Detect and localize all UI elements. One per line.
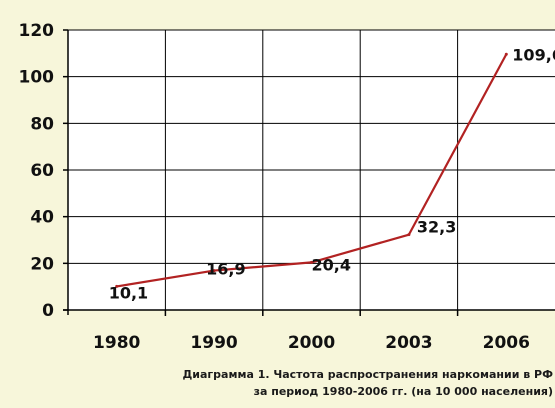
data-label: 16,9	[206, 260, 245, 279]
y-tick-label: 100	[19, 68, 55, 88]
series-layer	[115, 52, 508, 288]
data-point	[310, 260, 313, 264]
data-label: 10,1	[109, 283, 148, 302]
y-axis-ticks: 0 20 40 60 80 100 120	[19, 21, 55, 321]
y-tick-label: 40	[30, 208, 54, 228]
chart-caption-line-1: Диаграмма 1. Частота распространения нар…	[182, 368, 553, 381]
x-tick-label: 2003	[385, 333, 432, 353]
axes	[63, 29, 555, 316]
y-tick-label: 20	[30, 254, 54, 274]
x-tick-label: 2000	[288, 333, 335, 353]
data-point	[115, 284, 119, 288]
y-tick-label: 60	[30, 161, 54, 181]
grid-lines	[68, 29, 555, 310]
data-point	[407, 233, 411, 237]
y-tick-label: 120	[19, 21, 55, 41]
data-label: 109,6	[512, 45, 555, 64]
data-point	[504, 52, 508, 56]
data-labels: 10,1 16,9 20,4 32,3 109,6	[109, 45, 555, 302]
x-axis-ticks: 1980 1990 2000 2003 2006	[93, 333, 530, 353]
data-label: 32,3	[417, 218, 456, 237]
y-tick-label: 0	[42, 301, 54, 321]
x-tick-label: 1980	[93, 333, 140, 353]
y-tick-label: 80	[30, 114, 54, 134]
chart-caption-line-2: за период 1980-2006 гг. (на 10 000 насел…	[253, 385, 553, 398]
data-point	[212, 269, 216, 273]
x-tick-label: 1990	[190, 333, 237, 353]
data-label: 20,4	[312, 255, 351, 274]
x-tick-label: 2006	[483, 333, 530, 353]
